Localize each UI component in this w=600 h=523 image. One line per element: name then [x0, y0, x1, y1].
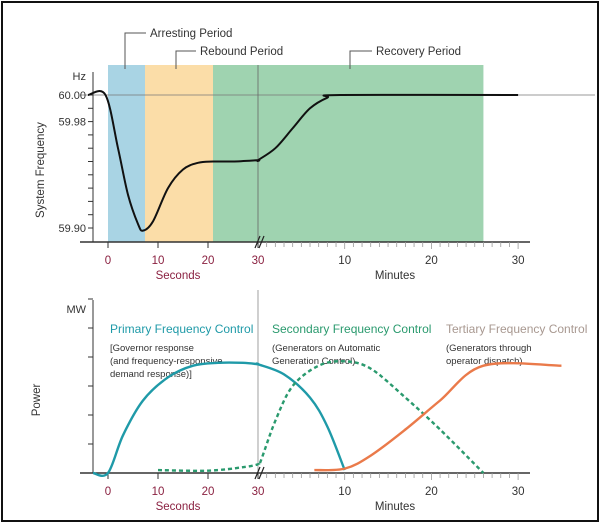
period-label: Rebound Period	[200, 46, 283, 58]
control-description: demand response)]	[110, 369, 192, 380]
control-title: Tertiary Frequency Control	[446, 322, 587, 336]
control-description: (Generators through	[446, 343, 532, 354]
x-tick-label-seconds: 0	[105, 255, 111, 267]
control-description: [Governor response	[110, 343, 194, 354]
control-title: Primary Frequency Control	[110, 322, 253, 336]
x-tick-label-seconds: 30	[252, 255, 265, 267]
x-axis-label-minutes: Minutes	[375, 270, 416, 282]
y-tick-label: 60.00	[58, 90, 86, 102]
x-tick-label-seconds: 30	[252, 486, 265, 498]
secondary-control-line	[157, 360, 485, 474]
x-tick-label-seconds: 10	[152, 255, 165, 267]
x-tick-label-seconds: 0	[105, 486, 111, 498]
x-axis-label-seconds: Seconds	[156, 270, 201, 282]
callout-line	[175, 50, 196, 69]
primary-control-line	[92, 361, 346, 477]
x-axis-label-minutes: Minutes	[375, 501, 416, 513]
y-tick-label: 59.90	[58, 223, 86, 235]
tertiary-control-line	[314, 361, 562, 472]
control-description: Generation Control)	[272, 356, 355, 367]
control-description: operator dispatch)	[446, 356, 523, 367]
y-unit-label: Hz	[73, 71, 86, 83]
x-axis-label-seconds: Seconds	[156, 501, 201, 513]
y-axis-label: Power	[31, 384, 43, 417]
period-label: Recovery Period	[376, 46, 461, 58]
x-tick-label-minutes: 10	[338, 486, 351, 498]
control-title: Secondary Frequency Control	[272, 322, 431, 336]
period-band-2	[213, 65, 484, 242]
period-label: Arresting Period	[150, 28, 232, 40]
x-tick-label-minutes: 10	[338, 255, 351, 267]
control-description: (Generators on Automatic	[272, 343, 380, 354]
x-tick-label-minutes: 20	[425, 486, 438, 498]
control-description: (and frequency-responsive	[110, 356, 222, 367]
axis-break-icon	[254, 466, 265, 480]
x-tick-label-seconds: 10	[152, 486, 165, 498]
y-tick-label: 59.98	[58, 117, 86, 129]
x-tick-label-seconds: 20	[202, 255, 215, 267]
x-tick-label-minutes: 20	[425, 255, 438, 267]
x-tick-label-seconds: 20	[202, 486, 215, 498]
callout-line	[349, 50, 372, 69]
y-unit-label: MW	[66, 304, 86, 316]
axis-break-icon	[254, 235, 265, 249]
callout-line	[124, 32, 146, 69]
frequency-line	[87, 90, 519, 232]
x-tick-label-minutes: 30	[512, 255, 525, 267]
y-axis-label: System Frequency	[35, 122, 47, 218]
x-tick-label-minutes: 30	[512, 486, 525, 498]
period-band-0	[108, 65, 145, 242]
